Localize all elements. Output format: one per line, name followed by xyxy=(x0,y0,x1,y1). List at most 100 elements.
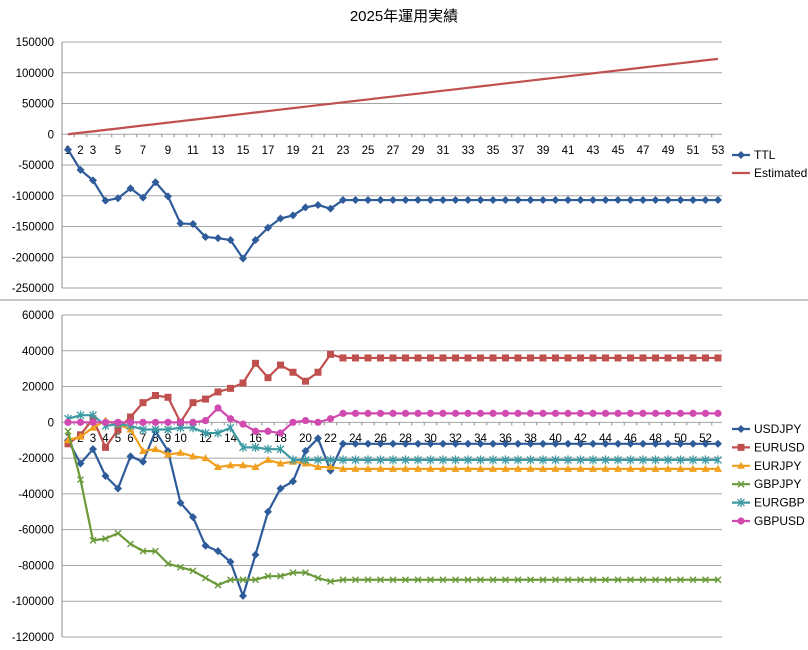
data-point xyxy=(164,424,172,434)
data-point xyxy=(464,455,472,465)
legend-label: GBPJPY xyxy=(754,477,801,491)
data-point xyxy=(551,439,560,448)
data-point xyxy=(464,409,472,417)
data-point xyxy=(676,464,685,472)
data-point xyxy=(301,203,310,212)
data-point xyxy=(351,439,360,448)
data-point xyxy=(502,576,509,584)
data-point xyxy=(539,464,547,472)
data-point xyxy=(464,439,472,448)
series-usdjpy xyxy=(64,427,722,600)
x-tick-label: 11 xyxy=(187,145,199,157)
data-point xyxy=(402,576,409,584)
x-tick-label: 6 xyxy=(127,433,133,445)
data-point xyxy=(289,477,297,486)
data-point xyxy=(514,576,522,584)
data-point xyxy=(101,472,110,480)
data-point xyxy=(489,464,497,472)
legend-label: Estimated xyxy=(754,166,807,180)
data-point xyxy=(214,463,222,471)
data-point xyxy=(76,410,85,420)
data-point xyxy=(576,439,585,448)
legend-label: EURJPY xyxy=(754,459,801,473)
x-tick-label: 33 xyxy=(462,145,475,157)
data-point xyxy=(614,409,622,417)
data-point xyxy=(477,354,484,362)
data-point xyxy=(501,464,510,472)
data-point xyxy=(189,399,197,407)
x-tick-label: 18 xyxy=(274,433,287,445)
data-point xyxy=(514,439,522,448)
data-point xyxy=(439,409,447,417)
data-point xyxy=(102,443,109,451)
data-point xyxy=(127,413,134,421)
legend-item-ttl: TTL xyxy=(732,148,776,162)
data-point xyxy=(139,424,147,434)
data-point xyxy=(589,576,597,584)
legend-swatch-marker xyxy=(737,480,745,488)
data-point xyxy=(189,567,197,575)
ttl-chart: 150000 100000 50000 0 -50000 -100000 -150000 -2… xyxy=(12,37,808,295)
data-point xyxy=(364,576,372,584)
data-point xyxy=(464,576,472,584)
data-point xyxy=(276,429,285,437)
data-point xyxy=(439,455,447,465)
legend-label: EURGBP xyxy=(754,496,805,510)
x-tick-label: 42 xyxy=(574,433,587,445)
x-tick-label: 47 xyxy=(637,145,650,157)
data-point xyxy=(426,196,435,205)
data-point xyxy=(376,196,385,205)
data-point xyxy=(202,574,209,582)
data-point xyxy=(714,409,722,417)
data-point xyxy=(489,354,497,362)
data-point xyxy=(464,464,472,472)
data-point xyxy=(327,350,334,358)
data-point xyxy=(427,576,434,584)
data-point xyxy=(364,196,372,205)
data-point xyxy=(276,459,285,467)
data-point xyxy=(326,455,335,465)
data-point xyxy=(614,439,622,448)
data-point xyxy=(201,416,210,425)
x-tick-label: 2 xyxy=(77,145,83,157)
legend-swatch-marker xyxy=(737,443,745,451)
data-point xyxy=(626,439,635,448)
x-tick-label: 29 xyxy=(412,145,425,157)
data-point xyxy=(289,455,297,465)
data-point xyxy=(214,404,222,412)
data-point xyxy=(264,427,272,435)
data-point xyxy=(214,234,222,243)
y-tick-label: -100000 xyxy=(12,596,54,608)
series-eurgbp xyxy=(64,410,722,465)
data-point xyxy=(289,569,297,577)
data-point xyxy=(626,464,635,472)
data-point xyxy=(426,409,435,417)
data-point xyxy=(552,576,559,584)
data-point xyxy=(489,455,497,465)
x-tick-label: 39 xyxy=(537,145,550,157)
series-gbpusd xyxy=(64,404,722,437)
data-point xyxy=(152,547,159,555)
x-tick-label: 53 xyxy=(712,145,725,157)
data-point xyxy=(339,196,347,205)
data-point xyxy=(214,581,222,589)
legend-item-gbpjpy: GBPJPY xyxy=(732,477,801,491)
y-tick-label: -20000 xyxy=(18,453,54,465)
data-point xyxy=(551,196,560,205)
data-point xyxy=(201,454,210,462)
data-point xyxy=(527,354,534,362)
x-tick-label: 34 xyxy=(474,433,487,445)
data-point xyxy=(476,409,485,417)
data-point xyxy=(589,354,597,362)
data-point xyxy=(114,418,122,426)
data-point xyxy=(339,455,347,465)
data-point xyxy=(327,578,334,586)
data-point xyxy=(214,547,222,556)
data-point xyxy=(364,455,372,465)
data-point xyxy=(151,445,160,453)
data-point xyxy=(64,418,72,426)
chart-title: 2025年運用実績 xyxy=(350,8,458,25)
data-point xyxy=(601,196,610,205)
data-point xyxy=(164,560,172,568)
data-point xyxy=(689,354,697,362)
